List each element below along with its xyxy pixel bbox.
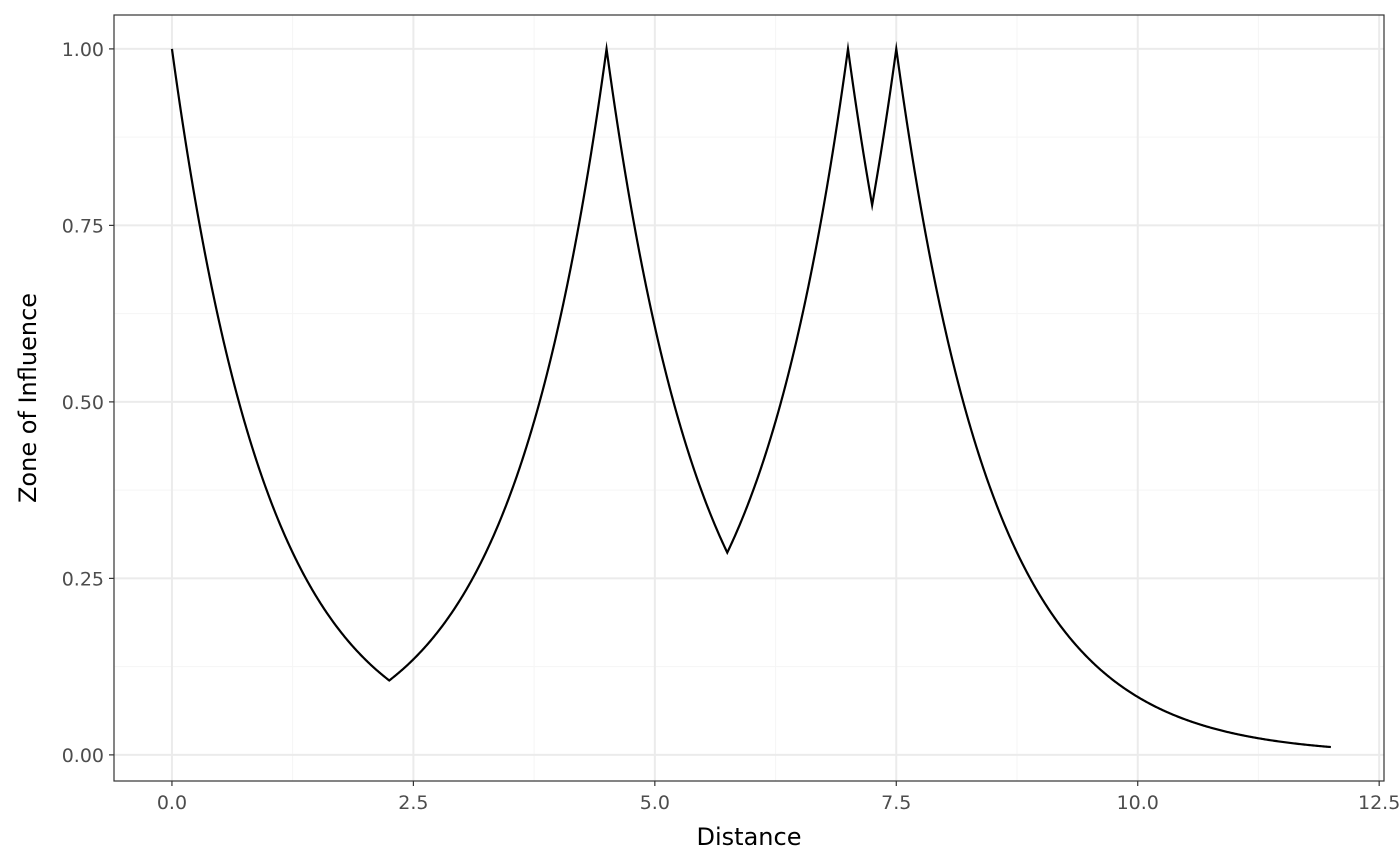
series-layer (170, 40, 1331, 749)
y-tick-label: 0.50 (62, 392, 104, 414)
y-axis-ticks: 0.00 0.25 0.50 0.75 1.00 (62, 39, 114, 767)
x-tick-label: 12.5 (1358, 792, 1400, 814)
series-line (170, 40, 1331, 749)
x-tick-label: 7.5 (881, 792, 911, 814)
y-tick-label: 0.25 (62, 568, 104, 590)
y-tick-label: 0.75 (62, 215, 104, 237)
x-tick-label: 2.5 (398, 792, 428, 814)
y-axis-title: Zone of Influence (14, 293, 42, 503)
y-tick-label: 1.00 (62, 39, 104, 61)
x-tick-label: 5.0 (640, 792, 670, 814)
panel-border (113, 14, 1385, 782)
major-gridlines (114, 15, 1384, 781)
x-axis-title: Distance (697, 823, 802, 851)
x-axis-ticks: 0.0 2.5 5.0 7.5 10.0 12.5 (157, 781, 1400, 814)
x-tick-label: 10.0 (1117, 792, 1159, 814)
minor-gridlines (114, 15, 1384, 781)
y-tick-label: 0.00 (62, 745, 104, 767)
x-tick-label: 0.0 (157, 792, 187, 814)
